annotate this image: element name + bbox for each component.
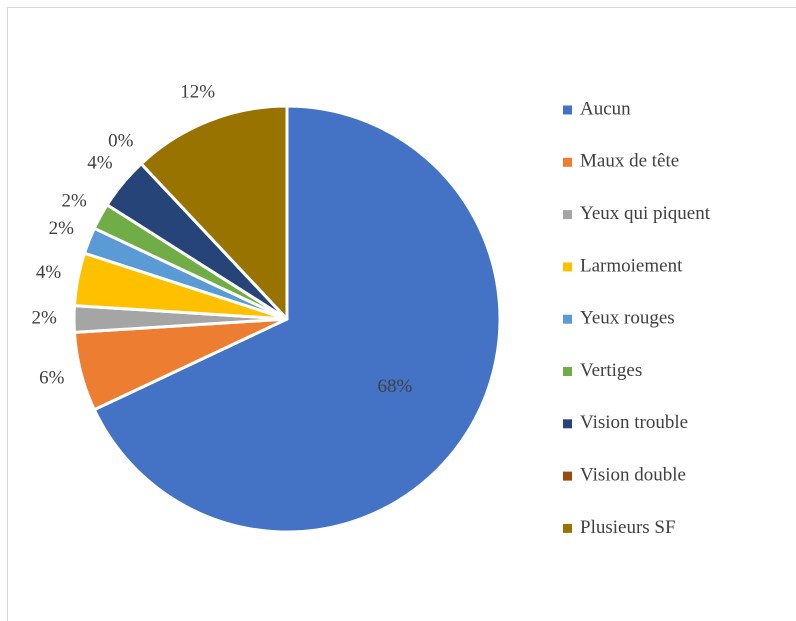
- data-label: 12%: [180, 82, 215, 103]
- legend-label: Yeux rouges: [580, 308, 675, 329]
- legend-label: Maux de tête: [580, 151, 679, 172]
- data-label: 2%: [49, 218, 75, 239]
- data-label: 2%: [32, 307, 58, 328]
- legend-label: Aucun: [580, 98, 631, 119]
- legend-swatch: [563, 367, 572, 376]
- pie-slice: [139, 104, 289, 321]
- data-label: 4%: [36, 262, 62, 283]
- legend-swatch: [563, 471, 572, 481]
- data-label: 2%: [62, 190, 88, 211]
- legend-label: Larmoiement: [580, 255, 683, 276]
- legend-swatch: [563, 262, 572, 272]
- data-label: 68%: [377, 376, 412, 397]
- legend-swatch: [563, 419, 572, 429]
- legend-swatch: [563, 210, 572, 220]
- legend-label: Vision trouble: [580, 412, 688, 433]
- legend-label: Yeux qui piquent: [580, 203, 711, 224]
- legend-label: Vision double: [580, 464, 686, 485]
- data-label: 4%: [87, 153, 113, 174]
- legend-swatch: [563, 523, 572, 533]
- legend-swatch: [563, 105, 572, 115]
- legend-swatch: [563, 157, 572, 167]
- pie-slice: [92, 104, 502, 534]
- legend-label: Vertiges: [580, 360, 642, 381]
- data-label: 6%: [39, 368, 65, 389]
- legend-label: Plusieurs SF: [580, 517, 676, 538]
- legend-swatch: [563, 314, 572, 324]
- data-label: 0%: [108, 130, 134, 151]
